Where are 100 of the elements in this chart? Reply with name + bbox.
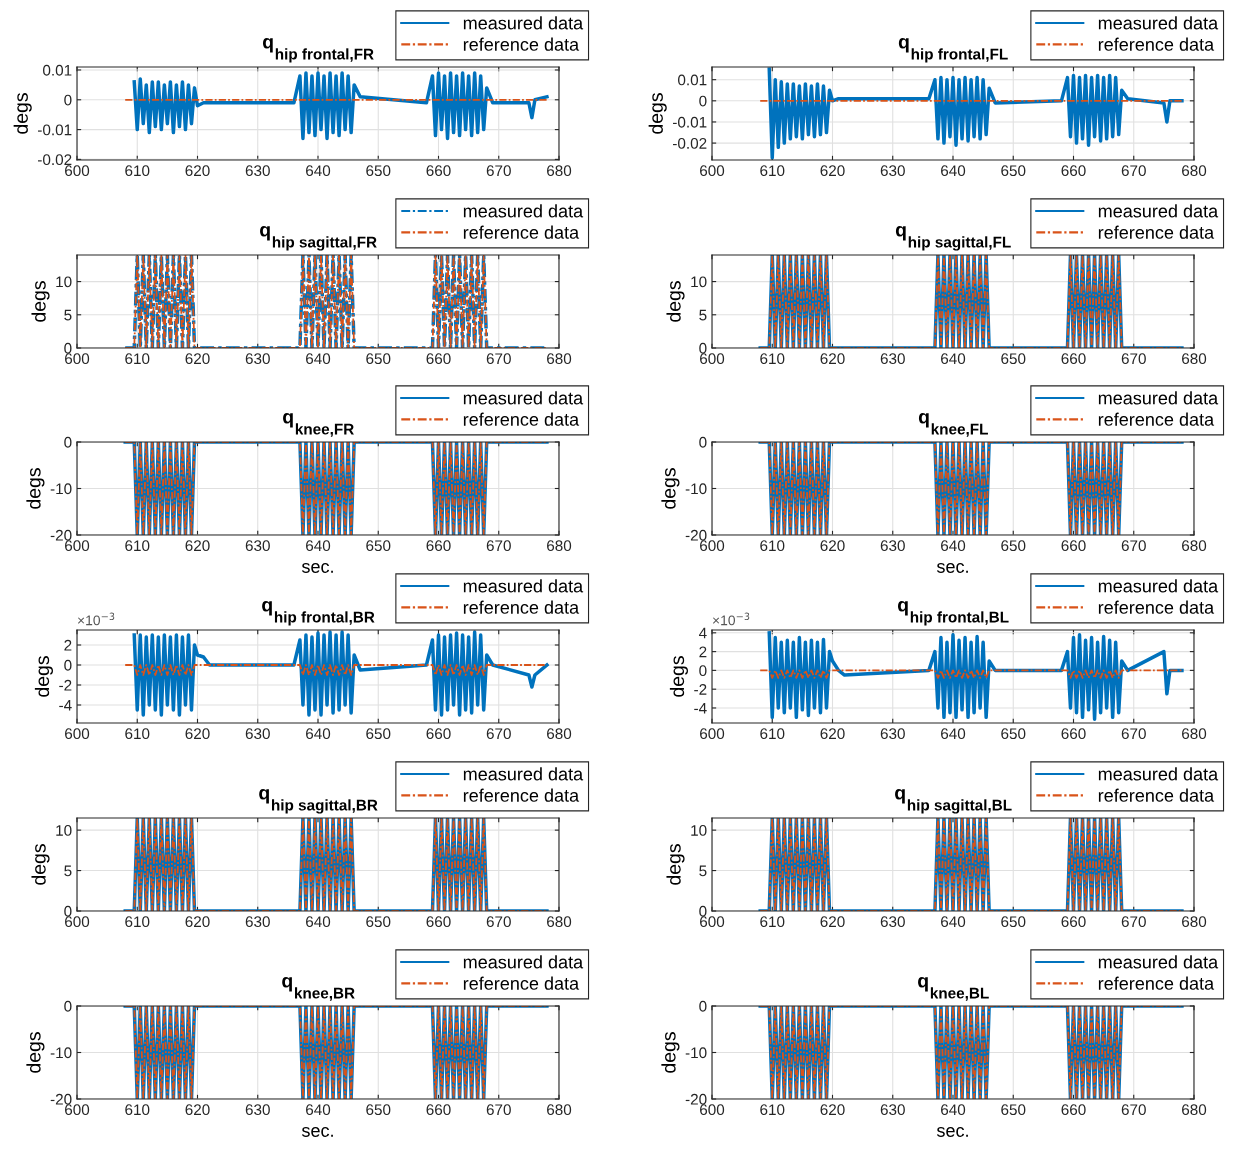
legend-label: measured data [1098, 955, 1219, 969]
y-tick-label: 0 [64, 659, 72, 671]
line-series [767, 67, 1184, 160]
legend-label: reference data [463, 788, 580, 802]
x-tick-label: 620 [185, 1104, 210, 1116]
y-tick-label: 0 [699, 905, 707, 917]
x-tick-label: 660 [426, 540, 451, 552]
x-tick-label: 640 [306, 728, 331, 740]
x-tick-label: 600 [65, 1104, 90, 1116]
x-tick-label: 620 [820, 728, 845, 740]
x-tick-label: 670 [486, 728, 511, 740]
x-tick-label: 640 [306, 1104, 331, 1116]
x-tick-label: 640 [941, 353, 966, 365]
x-tick-label: 630 [245, 1104, 270, 1116]
x-tick-label: 620 [820, 165, 845, 177]
legend-label: reference data [463, 37, 580, 51]
text: ×10$^{−3}$ [77, 612, 115, 626]
x-tick-label: 680 [1182, 353, 1207, 365]
x-tick-label: 660 [1061, 165, 1086, 177]
x-tick-label: 660 [426, 1104, 451, 1116]
y-tick-label: 0 [699, 342, 707, 354]
legend-label: reference data [463, 976, 580, 990]
x-tick-label: 600 [700, 540, 725, 552]
y-tick-label: 0 [64, 94, 72, 106]
x-tick-label: 650 [1001, 916, 1026, 928]
x-tick-label: 650 [366, 1104, 391, 1116]
x-tick-label: 660 [1061, 353, 1086, 365]
chart-title: qhip sagittal,FL [895, 225, 1011, 251]
x-tick-label: 680 [1182, 916, 1207, 928]
x-tick-label: 660 [1061, 540, 1086, 552]
x-tick-label: 610 [760, 353, 785, 365]
x-tick-label: 610 [760, 1104, 785, 1116]
x-tick-label: 660 [426, 165, 451, 177]
y-tick-label: 10 [56, 276, 72, 288]
x-tick-label: 620 [185, 353, 210, 365]
y-tick-label: -0.01 [673, 116, 707, 128]
x-tick-label: 640 [306, 916, 331, 928]
x-tick-label: 630 [880, 916, 905, 928]
x-tick-label: 650 [1001, 1104, 1026, 1116]
x-tick-label: 660 [426, 353, 451, 365]
x-tick-label: 640 [941, 540, 966, 552]
y-axis-title: degs [669, 656, 688, 697]
y-tick-label: -20 [50, 529, 72, 541]
x-tick-label: 610 [125, 540, 150, 552]
x-tick-label: 610 [125, 728, 150, 740]
x-tick-label: 670 [486, 916, 511, 928]
x-tick-label: 640 [306, 165, 331, 177]
y-tick-label: -0.02 [38, 154, 72, 166]
y-axis-title: degs [26, 1032, 45, 1073]
y-tick-label: 5 [64, 865, 72, 877]
legend-label: reference data [1098, 976, 1215, 990]
x-tick-label: 660 [1061, 728, 1086, 740]
x-tick-label: 630 [880, 540, 905, 552]
x-tick-label: 610 [125, 1104, 150, 1116]
y-tick-label: 0 [699, 665, 707, 677]
x-tick-label: 600 [700, 916, 725, 928]
legend-label: measured data [463, 579, 584, 593]
x-tick-label: 670 [1121, 728, 1146, 740]
x-tick-label: 610 [125, 353, 150, 365]
x-tick-label: 680 [547, 540, 572, 552]
y-axis-title: degs [648, 93, 667, 134]
x-tick-label: 610 [760, 916, 785, 928]
y-tick-label: 0 [699, 95, 707, 107]
legend-label: measured data [463, 16, 584, 30]
x-tick-label: 630 [880, 165, 905, 177]
x-tick-label: 600 [700, 728, 725, 740]
x-tick-label: 640 [941, 916, 966, 928]
x-tick-label: 600 [65, 353, 90, 365]
x-tick-label: 630 [245, 540, 270, 552]
y-tick-label: 5 [699, 309, 707, 321]
x-tick-label: 600 [700, 1104, 725, 1116]
x-tick-label: 620 [820, 916, 845, 928]
y-tick-label: 0 [64, 342, 72, 354]
x-tick-label: 670 [1121, 353, 1146, 365]
y-tick-label: 0.01 [678, 74, 707, 86]
line-series [132, 71, 549, 141]
y-tick-label: 0 [699, 1000, 707, 1012]
y-tick-label: 0 [64, 436, 72, 448]
x-tick-label: 610 [760, 728, 785, 740]
chart-title: qhip frontal,BL [897, 600, 1009, 626]
y-axis-title: degs [34, 656, 53, 697]
x-tick-label: 620 [185, 728, 210, 740]
x-tick-label: 680 [547, 728, 572, 740]
y-tick-label: -10 [685, 1047, 707, 1059]
x-tick-label: 610 [760, 540, 785, 552]
x-tick-label: 630 [245, 165, 270, 177]
y-tick-label: -0.01 [38, 124, 72, 136]
x-axis-title: sec. [936, 563, 968, 573]
x-tick-label: 670 [1121, 540, 1146, 552]
y-tick-label: -0.02 [673, 137, 707, 149]
text: ×10$^{−3}$ [712, 612, 750, 626]
y-tick-label: -4 [694, 702, 707, 714]
x-tick-label: 660 [426, 728, 451, 740]
x-tick-label: 600 [65, 165, 90, 177]
x-tick-label: 670 [1121, 165, 1146, 177]
legend-label: reference data [1098, 788, 1215, 802]
y-tick-label: -4 [59, 700, 72, 711]
x-tick-label: 610 [125, 916, 150, 928]
y-axis-title: degs [661, 468, 680, 509]
x-tick-label: 630 [245, 353, 270, 365]
